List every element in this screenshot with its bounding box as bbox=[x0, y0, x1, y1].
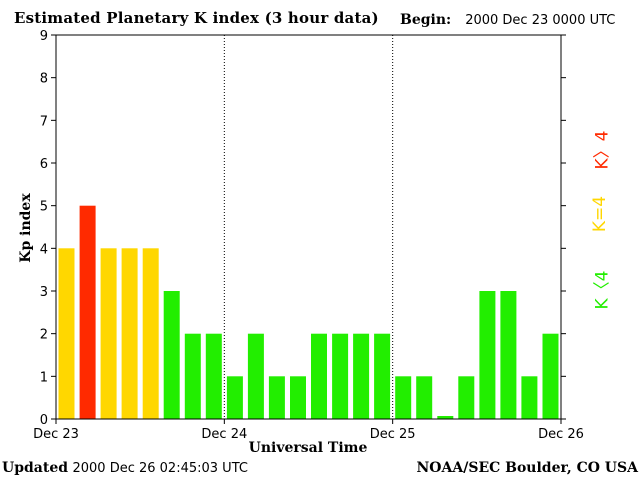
kp-bar bbox=[226, 376, 243, 419]
kp-bar bbox=[79, 205, 96, 419]
updated-value: 2000 Dec 26 02:45:03 UTC bbox=[72, 461, 248, 476]
kp-bar bbox=[374, 333, 391, 419]
y-tick-label: 0 bbox=[40, 413, 48, 428]
kp-bar bbox=[353, 333, 370, 419]
legend-k-less-4: K〈4 bbox=[592, 270, 613, 310]
kp-bar bbox=[458, 376, 475, 419]
x-tick-label: Dec 26 bbox=[538, 427, 584, 442]
begin-info: Begin: 2000 Dec 23 0000 UTC bbox=[400, 12, 615, 28]
axis-ticks: 0 1 2 3 4 5 6 7 8 9 Dec 23 Dec 24 Dec 25 Dec 26 bbox=[33, 29, 584, 442]
updated-label: Updated bbox=[2, 460, 69, 476]
y-axis-label: Kp index bbox=[18, 193, 34, 263]
plot-frame bbox=[55, 34, 562, 420]
y-tick-label: 3 bbox=[40, 285, 48, 300]
organization-credit: NOAA/SEC Boulder, CO USA bbox=[416, 460, 639, 476]
kp-bar bbox=[268, 376, 285, 419]
y-tick-label: 9 bbox=[40, 29, 48, 44]
kp-bar bbox=[205, 333, 222, 419]
kp-bar bbox=[311, 333, 327, 419]
kp-bar bbox=[142, 248, 159, 419]
kp-bar bbox=[247, 333, 264, 419]
kp-bar bbox=[521, 376, 538, 419]
kp-bar bbox=[163, 291, 180, 419]
kp-bar bbox=[332, 333, 349, 419]
begin-label: Begin: bbox=[400, 12, 452, 28]
kp-bar bbox=[500, 291, 517, 419]
x-tick-label: Dec 25 bbox=[370, 427, 416, 442]
y-tick-label: 7 bbox=[40, 114, 48, 129]
kp-bar bbox=[121, 248, 138, 419]
kp-bar bbox=[416, 376, 433, 419]
kp-bar bbox=[479, 291, 496, 419]
x-tick-label: Dec 23 bbox=[33, 427, 79, 442]
kp-bar bbox=[100, 248, 117, 419]
bars-group bbox=[58, 205, 559, 419]
x-tick-label: Dec 24 bbox=[201, 427, 247, 442]
kp-bar bbox=[542, 333, 559, 419]
kp-bar bbox=[395, 376, 412, 419]
y-tick-label: 5 bbox=[40, 200, 48, 215]
chart-title: Estimated Planetary K index (3 hour data… bbox=[14, 9, 379, 27]
kp-bar bbox=[58, 248, 75, 419]
y-tick-label: 4 bbox=[40, 242, 48, 257]
legend-k-equal-4: K=4 bbox=[590, 195, 610, 233]
updated-info: Updated 2000 Dec 26 02:45:03 UTC bbox=[2, 460, 248, 476]
kp-bar bbox=[290, 376, 306, 419]
y-tick-label: 1 bbox=[40, 370, 48, 385]
x-axis-label: Universal Time bbox=[248, 440, 368, 456]
day-separators bbox=[223, 35, 394, 419]
begin-value: 2000 Dec 23 0000 UTC bbox=[465, 13, 616, 28]
legend-k-greater-4: K〉4 bbox=[592, 130, 613, 170]
y-tick-label: 6 bbox=[40, 157, 48, 172]
y-tick-label: 8 bbox=[40, 72, 48, 87]
kp-bar bbox=[437, 416, 454, 419]
y-tick-label: 2 bbox=[40, 328, 48, 343]
kp-bar bbox=[184, 333, 201, 419]
